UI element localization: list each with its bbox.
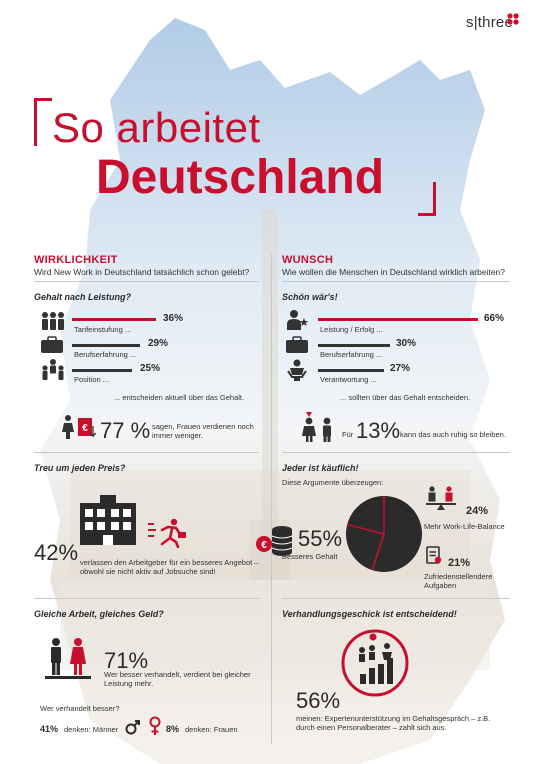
wish-value: 13% bbox=[356, 418, 401, 443]
left-heading: WIRKLICHKEIT bbox=[34, 254, 118, 266]
loyalty-text: verlassen den Arbeitgeber für ein besser… bbox=[80, 558, 259, 577]
wish-label-1: Leistung / Erfolg ... bbox=[320, 325, 383, 334]
divider bbox=[282, 281, 510, 282]
running-person-icon bbox=[148, 518, 186, 548]
men-text: denken: Männer bbox=[64, 725, 119, 734]
equal-pay-question: Gleiche Arbeit, gleiches Geld? bbox=[34, 609, 164, 619]
wish-note: ... sollten über das Gehalt entscheiden. bbox=[340, 393, 471, 402]
men-value: 41% bbox=[40, 724, 59, 734]
briefcase-icon bbox=[41, 336, 63, 353]
salary-bar-1 bbox=[72, 318, 156, 321]
divider bbox=[282, 598, 510, 599]
coins-icon: € bbox=[256, 526, 293, 556]
salary-label-2: Berufserfahrung ... bbox=[74, 350, 137, 359]
salary-note: ... entscheiden aktuell über das Gehalt. bbox=[114, 393, 245, 402]
divider bbox=[282, 452, 510, 453]
buyable-a-value: 24% bbox=[466, 505, 489, 517]
wish-prefix: Für bbox=[342, 430, 354, 439]
divider bbox=[34, 452, 259, 453]
wish-label-2: Berufserfahrung ... bbox=[320, 350, 383, 359]
right-subheading: Wie wollen die Menschen in Deutschland w… bbox=[282, 267, 506, 277]
wish-value-2: 30% bbox=[396, 338, 417, 349]
buyable-main-value: 55% bbox=[298, 526, 343, 551]
arguments-pie-chart bbox=[346, 496, 422, 572]
salary-value-2: 29% bbox=[148, 338, 169, 349]
salary-value-3: 25% bbox=[140, 363, 161, 374]
negotiation-growth-icon bbox=[341, 629, 409, 697]
women-pay-text: sagen, Frauen verdienen noch immer wenig… bbox=[152, 422, 254, 441]
salary-label-1: Tarifeinstufung ... bbox=[74, 325, 132, 334]
wish-bar-3 bbox=[318, 369, 384, 372]
briefcase-icon bbox=[286, 336, 308, 353]
women-text: denken: Frauen bbox=[185, 725, 238, 734]
women-value: 8% bbox=[166, 724, 180, 734]
women-pay-value: 77 % bbox=[100, 418, 151, 443]
person-responsibility-icon bbox=[287, 359, 307, 381]
company-logo: s|three bbox=[466, 14, 513, 31]
people-hierarchy-icon bbox=[42, 359, 64, 380]
equal-pay-text: Wer besser verhandelt, verdient bei glei… bbox=[104, 670, 251, 689]
divider bbox=[34, 281, 259, 282]
female-symbol-icon bbox=[149, 716, 161, 735]
salary-question: Gehalt nach Leistung? bbox=[34, 292, 132, 302]
svg-text:€: € bbox=[82, 423, 88, 434]
column-divider bbox=[271, 254, 272, 744]
salary-bar-3 bbox=[72, 369, 132, 372]
svg-text:€: € bbox=[261, 540, 267, 551]
loyalty-value: 42% bbox=[34, 540, 79, 565]
couple-icon bbox=[302, 412, 331, 442]
salary-label-3: Position ... bbox=[74, 375, 110, 384]
buyable-b-value: 21% bbox=[448, 557, 471, 569]
who-negotiates-question: Wer verhandelt besser? bbox=[40, 704, 120, 713]
wish-question: Schön wär's! bbox=[282, 292, 338, 302]
wish-bar-1 bbox=[318, 318, 478, 321]
man-woman-scale-icon bbox=[45, 638, 91, 679]
title-line-2: Deutschland bbox=[96, 151, 385, 204]
work-life-balance-icon bbox=[426, 486, 456, 510]
wish-value-1: 66% bbox=[484, 313, 505, 324]
left-subheading: Wird New Work in Deutschland tatsächlich… bbox=[34, 267, 250, 277]
title-line-1: So arbeitet bbox=[52, 104, 261, 151]
group-people-icon bbox=[42, 312, 64, 330]
title-bracket-top-left bbox=[34, 98, 52, 146]
divider bbox=[34, 598, 259, 599]
wish-value-3: 27% bbox=[390, 363, 411, 374]
person-star-icon bbox=[287, 310, 309, 330]
buyable-main-label: Besseres Gehalt bbox=[282, 552, 338, 561]
buyable-b-label: Zufriedenstellendere Aufgaben bbox=[424, 572, 493, 591]
negotiation-text: meinen: Expertenunterstützung im Gehalts… bbox=[296, 714, 491, 733]
pie-slice-a bbox=[371, 496, 385, 571]
buyable-question: Jeder ist käuflich! bbox=[282, 463, 359, 473]
equal-pay-value: 71% bbox=[104, 648, 149, 673]
title-bracket-bottom-right bbox=[418, 182, 436, 216]
loyalty-question: Treu um jeden Preis? bbox=[34, 463, 126, 473]
wish-label-3: Verantwortung ... bbox=[320, 375, 377, 384]
office-building-icon bbox=[80, 495, 136, 545]
wish-bar-2 bbox=[318, 344, 390, 347]
right-heading: WUNSCH bbox=[282, 254, 334, 266]
negotiation-question: Verhandlungsgeschick ist entscheidend! bbox=[282, 609, 457, 619]
negotiation-value: 56% bbox=[296, 688, 341, 713]
woman-euro-icon: € bbox=[62, 415, 96, 439]
pie-slice-b bbox=[347, 523, 385, 535]
buyable-a-label: Mehr Work-Life-Balance bbox=[424, 522, 505, 531]
buyable-intro: Diese Argumente überzeugen: bbox=[282, 478, 384, 487]
salary-bar-2 bbox=[72, 344, 140, 347]
logo-dots-icon bbox=[507, 13, 519, 25]
wish-text: kann das auch ruhig so bleiben. bbox=[400, 430, 506, 439]
checklist-icon bbox=[426, 546, 442, 564]
male-symbol-icon bbox=[125, 720, 140, 735]
salary-value-1: 36% bbox=[163, 313, 184, 324]
